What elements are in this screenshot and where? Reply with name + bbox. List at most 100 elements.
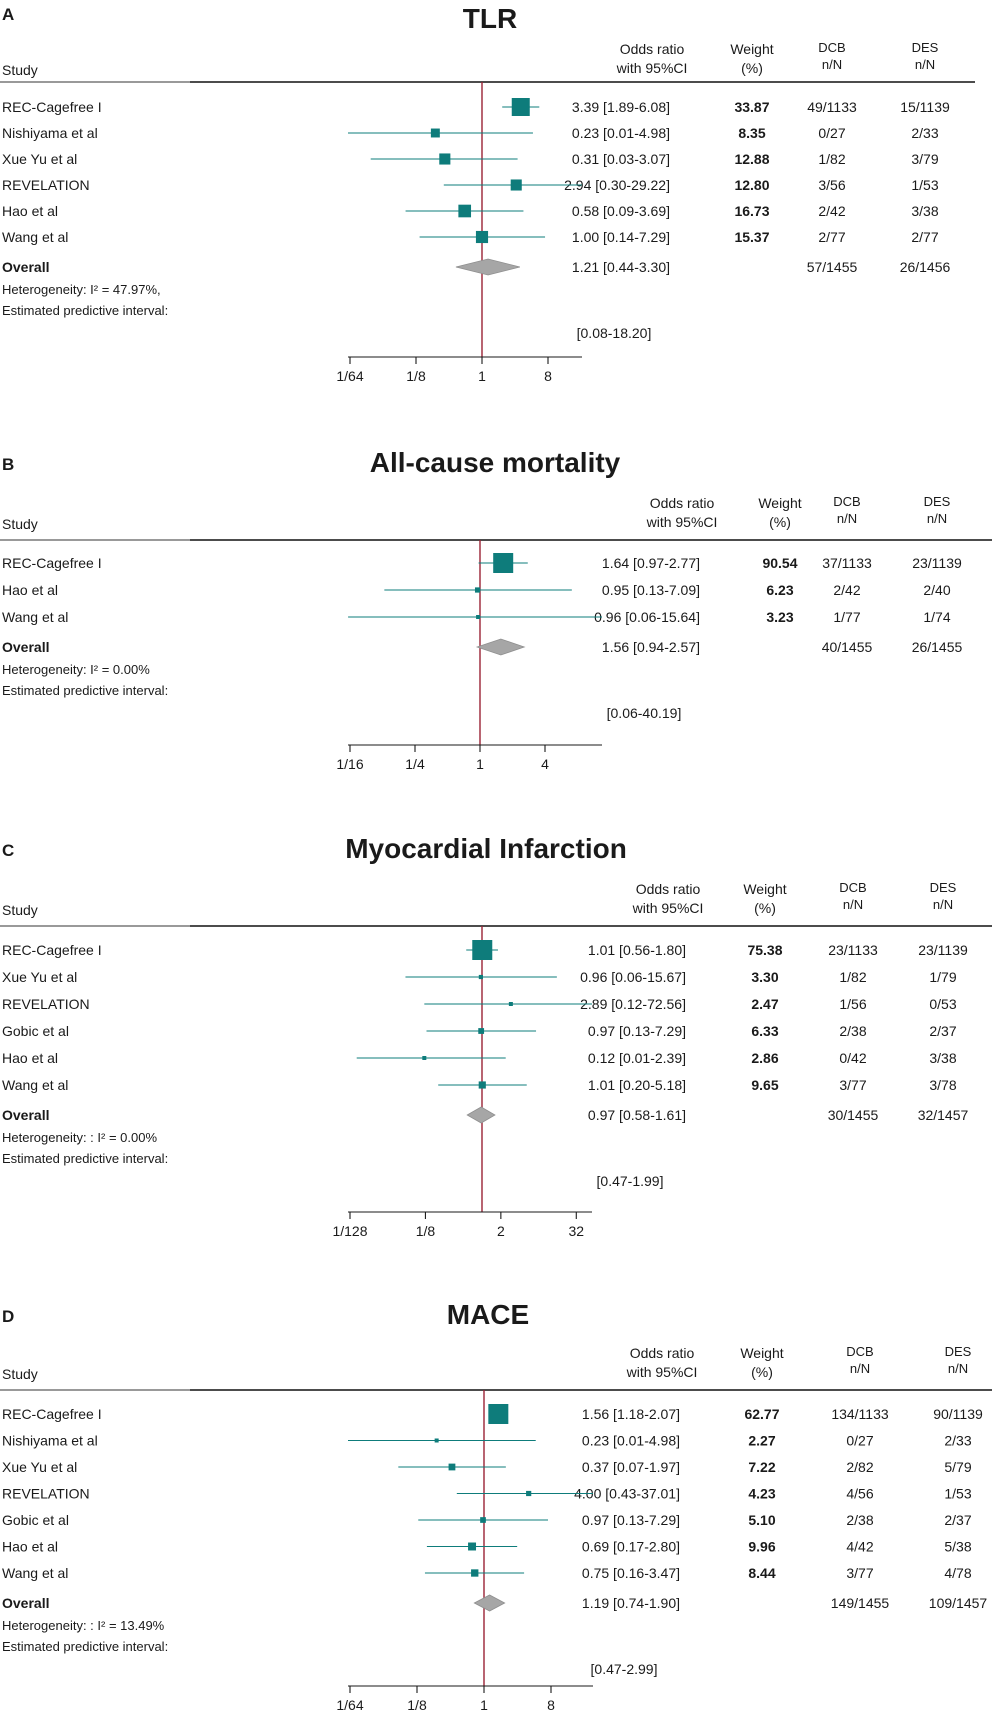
header-or: Odds ratio bbox=[650, 495, 715, 511]
study-or: 2.89 [0.12-72.56] bbox=[580, 996, 686, 1012]
study-or: 0.97 [0.13-7.29] bbox=[582, 1512, 680, 1528]
predictive-interval: [0.47-1.99] bbox=[597, 1173, 664, 1189]
header-weight: Weight bbox=[743, 881, 786, 897]
study-weight: 75.38 bbox=[747, 942, 782, 958]
overall-label: Overall bbox=[2, 639, 49, 655]
study-square bbox=[488, 1404, 509, 1424]
study-name: Wang et al bbox=[2, 1565, 68, 1581]
study-or: 3.39 [1.89-6.08] bbox=[572, 99, 670, 115]
overall-des: 32/1457 bbox=[918, 1107, 969, 1123]
study-name: Xue Yu et al bbox=[2, 969, 77, 985]
study-dcb: 2/42 bbox=[833, 582, 860, 598]
study-square bbox=[478, 974, 483, 980]
study-dcb: 1/77 bbox=[833, 609, 860, 625]
study-square bbox=[478, 1081, 486, 1089]
study-or: 2.94 [0.30-29.22] bbox=[564, 177, 670, 193]
study-dcb: 49/1133 bbox=[807, 99, 857, 115]
x-tick-label: 1 bbox=[480, 1697, 488, 1713]
study-dcb: 0/42 bbox=[839, 1050, 866, 1066]
study-dcb: 3/77 bbox=[846, 1565, 873, 1581]
study-or: 1.01 [0.20-5.18] bbox=[588, 1077, 686, 1093]
study-square bbox=[476, 615, 481, 619]
study-square bbox=[480, 1517, 486, 1523]
overall-des: 109/1457 bbox=[929, 1595, 988, 1611]
predictive-label: Estimated predictive interval: bbox=[2, 1151, 168, 1166]
predictive-interval: [0.47-2.99] bbox=[591, 1661, 658, 1677]
study-weight: 33.87 bbox=[734, 99, 769, 115]
study-des: 90/1139 bbox=[933, 1406, 983, 1422]
study-weight: 3.23 bbox=[766, 609, 793, 625]
study-weight: 3.30 bbox=[751, 969, 778, 985]
study-square bbox=[510, 179, 522, 191]
study-square bbox=[474, 587, 481, 593]
study-des: 0/53 bbox=[929, 996, 956, 1012]
study-square bbox=[468, 1542, 477, 1551]
x-tick-label: 1/16 bbox=[336, 756, 363, 772]
plot-title: TLR bbox=[463, 3, 517, 34]
study-des: 2/77 bbox=[911, 229, 938, 245]
study-dcb: 1/82 bbox=[818, 151, 845, 167]
study-dcb: 1/56 bbox=[839, 996, 866, 1012]
overall-diamond bbox=[466, 1106, 496, 1124]
predictive-label: Estimated predictive interval: bbox=[2, 303, 168, 318]
predictive-label: Estimated predictive interval: bbox=[2, 683, 168, 698]
header-dcb-nn: n/N bbox=[837, 511, 857, 526]
overall-dcb: 30/1455 bbox=[828, 1107, 879, 1123]
study-des: 23/1139 bbox=[918, 942, 968, 958]
x-tick-label: 1/4 bbox=[405, 756, 425, 772]
study-square bbox=[493, 553, 514, 573]
study-or: 0.96 [0.06-15.64] bbox=[594, 609, 700, 625]
study-square bbox=[475, 230, 489, 244]
study-des: 3/38 bbox=[929, 1050, 956, 1066]
study-des: 3/79 bbox=[911, 151, 938, 167]
x-tick-label: 1 bbox=[478, 368, 486, 384]
header-or: Odds ratio bbox=[620, 41, 685, 57]
study-dcb: 0/27 bbox=[818, 125, 845, 141]
header-des-nn: n/N bbox=[948, 1361, 968, 1376]
study-square bbox=[430, 128, 440, 138]
overall-dcb: 57/1455 bbox=[807, 259, 858, 275]
study-name: Nishiyama et al bbox=[2, 125, 98, 141]
overall-diamond bbox=[455, 258, 520, 276]
plot-title: MACE bbox=[447, 1302, 529, 1330]
overall-dcb: 149/1455 bbox=[831, 1595, 890, 1611]
study-dcb: 134/1133 bbox=[831, 1406, 889, 1422]
study-or: 0.95 [0.13-7.09] bbox=[602, 582, 700, 598]
header-study: Study bbox=[2, 1366, 38, 1382]
study-name: Hao et al bbox=[2, 1050, 58, 1066]
overall-diamond bbox=[473, 1594, 506, 1612]
study-name: Hao et al bbox=[2, 1539, 58, 1555]
study-dcb: 0/27 bbox=[846, 1433, 873, 1449]
study-or: 1.01 [0.56-1.80] bbox=[588, 942, 686, 958]
predictive-interval: [0.06-40.19] bbox=[607, 705, 682, 721]
study-name: Xue Yu et al bbox=[2, 1459, 77, 1475]
predictive-interval: [0.08-18.20] bbox=[577, 325, 652, 341]
study-square bbox=[439, 153, 451, 165]
study-weight: 12.80 bbox=[734, 177, 769, 193]
study-or: 0.58 [0.09-3.69] bbox=[572, 203, 670, 219]
study-name: Nishiyama et al bbox=[2, 1433, 98, 1449]
study-weight: 16.73 bbox=[734, 203, 769, 219]
x-tick-label: 1/64 bbox=[336, 1697, 363, 1713]
overall-label: Overall bbox=[2, 259, 49, 275]
header-dcb: DCB bbox=[818, 40, 845, 55]
header-des: DES bbox=[930, 880, 957, 895]
overall-dcb: 40/1455 bbox=[822, 639, 873, 655]
study-des: 1/79 bbox=[929, 969, 956, 985]
x-tick-label: 1/128 bbox=[332, 1223, 367, 1239]
study-name: REVELATION bbox=[2, 996, 90, 1012]
study-dcb: 2/38 bbox=[846, 1512, 873, 1528]
study-weight: 7.22 bbox=[748, 1459, 775, 1475]
x-tick-label: 1/8 bbox=[416, 1223, 436, 1239]
heterogeneity-text: Heterogeneity: I² = 0.00% bbox=[2, 662, 150, 677]
heterogeneity-text: Heterogeneity: : I² = 0.00% bbox=[2, 1130, 157, 1145]
study-name: Wang et al bbox=[2, 229, 68, 245]
study-dcb: 37/1133 bbox=[822, 555, 872, 571]
panel-letter: B bbox=[2, 455, 14, 474]
header-weight-unit: (%) bbox=[741, 60, 763, 76]
forest-panel-mace: D MACE Study Odds ratio with 95%CI Weight (%) D… bbox=[0, 1302, 992, 1720]
study-name: Hao et al bbox=[2, 582, 58, 598]
study-des: 3/78 bbox=[929, 1077, 956, 1093]
study-square bbox=[511, 98, 530, 116]
x-tick-label: 2 bbox=[497, 1223, 505, 1239]
